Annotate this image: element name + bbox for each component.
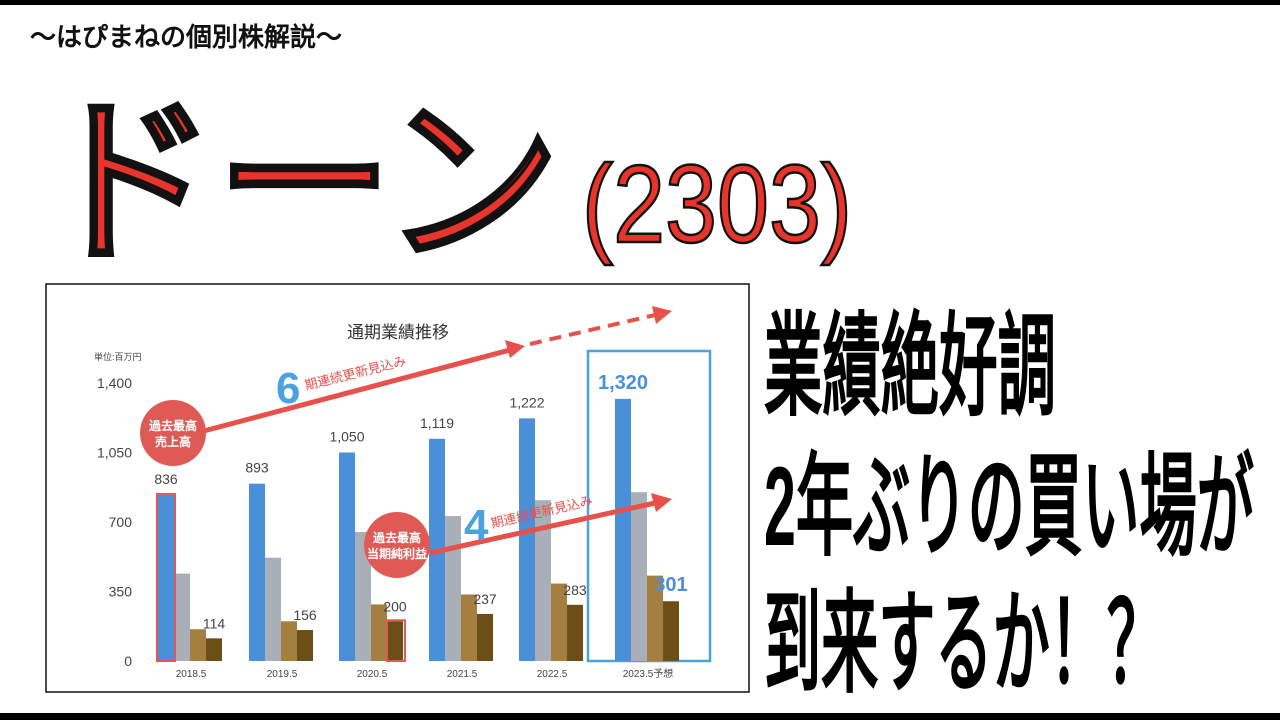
badge-text: 売上高 bbox=[155, 434, 191, 449]
highlight bbox=[386, 619, 406, 662]
y-tick-label: 700 bbox=[109, 514, 133, 530]
bar bbox=[371, 604, 387, 661]
main-title: ドーン bbox=[40, 83, 560, 284]
x-tick-label: 2018.5 bbox=[176, 669, 207, 680]
trend-arrow bbox=[199, 347, 511, 435]
arrow-head bbox=[652, 306, 672, 324]
stock-code: (2303) bbox=[582, 143, 852, 266]
badge bbox=[364, 512, 430, 578]
bar bbox=[477, 613, 493, 661]
series-name: 〜はぴまねの個別株解説〜 bbox=[30, 22, 342, 52]
badge-text: 過去最高 bbox=[148, 418, 197, 433]
bar bbox=[567, 604, 583, 661]
bar bbox=[519, 418, 535, 661]
trend-arrow-dashed bbox=[529, 313, 656, 346]
badge-text: 当期純利益 bbox=[367, 546, 427, 561]
bar bbox=[158, 494, 174, 661]
top-bar bbox=[0, 0, 1280, 5]
unit-label: 単位:百万円 bbox=[94, 351, 142, 362]
streak-count: 4 bbox=[464, 501, 489, 550]
bar bbox=[190, 629, 206, 661]
x-tick-label: 2023.5予想 bbox=[623, 667, 674, 680]
bar bbox=[631, 492, 647, 661]
y-tick-label: 1,400 bbox=[97, 375, 132, 391]
chart-title: 通期業績推移 bbox=[347, 323, 449, 342]
value-label: 1,222 bbox=[509, 394, 544, 410]
bar bbox=[551, 583, 567, 661]
bar bbox=[339, 452, 355, 661]
value-label: 200 bbox=[383, 598, 407, 614]
highlight bbox=[156, 492, 176, 662]
value-label: 283 bbox=[563, 582, 587, 598]
headline: 業績絶好調 bbox=[764, 304, 1056, 429]
bottom-bar bbox=[0, 713, 1280, 720]
arrow-head bbox=[505, 340, 525, 358]
x-tick-label: 2020.5 bbox=[357, 669, 388, 680]
bar bbox=[647, 575, 663, 661]
bar bbox=[281, 621, 297, 661]
headline: 2年ぶりの買い場が bbox=[764, 444, 1254, 569]
value-label: 893 bbox=[245, 460, 269, 476]
bar bbox=[265, 557, 281, 661]
bar bbox=[355, 531, 371, 661]
value-label: 1,119 bbox=[420, 415, 454, 431]
y-tick-label: 1,050 bbox=[97, 445, 132, 461]
bar bbox=[461, 594, 477, 661]
bar bbox=[615, 398, 631, 661]
bar bbox=[663, 601, 679, 661]
badge-text: 過去最高 bbox=[372, 530, 421, 545]
streak-count: 6 bbox=[276, 364, 300, 413]
x-tick-label: 2022.5 bbox=[537, 669, 568, 680]
bar bbox=[297, 630, 313, 661]
value-label: 1,320 bbox=[598, 372, 648, 394]
bar bbox=[249, 483, 265, 661]
badge bbox=[140, 400, 206, 466]
headline: 到来するか！？ bbox=[764, 581, 1164, 706]
value-label: 301 bbox=[654, 574, 687, 596]
value-label: 156 bbox=[293, 607, 317, 623]
value-label: 237 bbox=[473, 591, 497, 607]
bar bbox=[206, 638, 222, 661]
bar bbox=[387, 621, 403, 661]
y-tick-label: 0 bbox=[124, 653, 132, 669]
value-label: 1,050 bbox=[329, 429, 364, 445]
y-tick-label: 350 bbox=[109, 584, 133, 600]
bar bbox=[174, 573, 190, 661]
x-tick-label: 2019.5 bbox=[267, 669, 298, 680]
value-label: 114 bbox=[203, 615, 226, 631]
value-label: 836 bbox=[154, 471, 178, 487]
x-tick-label: 2021.5 bbox=[447, 669, 478, 680]
arrow-head bbox=[651, 493, 672, 512]
bar bbox=[535, 500, 551, 661]
trend-arrow bbox=[429, 500, 656, 556]
bar bbox=[445, 516, 461, 661]
